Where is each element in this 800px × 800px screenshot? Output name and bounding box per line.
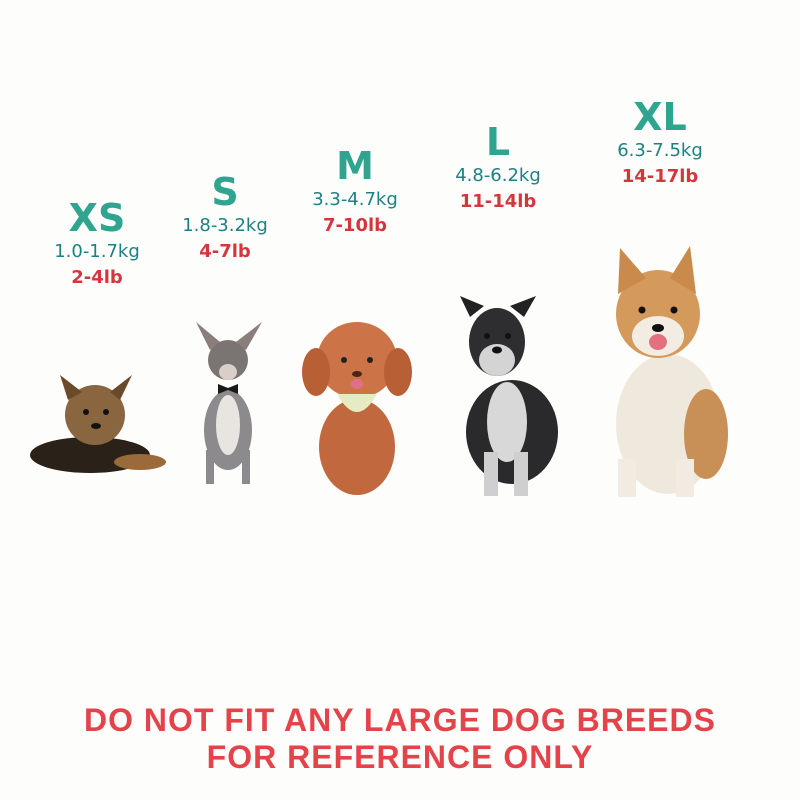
weight-lb: 7-10lb — [322, 215, 388, 236]
size-label: XL — [633, 95, 687, 139]
fit-notice: DO NOT FIT ANY LARGE DOG BREEDS FOR REFE… — [0, 702, 800, 776]
poodle-dog-image — [302, 322, 412, 495]
shiba-inu-dog-image — [616, 246, 728, 497]
weight-lb: 2-4lb — [71, 267, 123, 288]
size-m: M 3.3-4.7kg 7-10lb — [265, 145, 445, 239]
size-xs: XS 1.0-1.7kg 2-4lb — [7, 197, 187, 291]
weight-lb: 14-17lb — [621, 166, 699, 187]
yorkie-dog-image — [30, 375, 166, 473]
notice-line-2: FOR REFERENCE ONLY — [206, 739, 594, 775]
weight-kg: 1.8-3.2kg — [182, 215, 268, 236]
schnauzer-dog-image — [460, 296, 558, 496]
weight-lb: 11-14lb — [459, 191, 537, 212]
size-xl: XL 6.3-7.5kg 14-17lb — [570, 96, 750, 190]
size-label: M — [336, 144, 374, 188]
weight-kg: 6.3-7.5kg — [617, 140, 703, 161]
size-label: XS — [68, 196, 126, 240]
size-s: S 1.8-3.2kg 4-7lb — [135, 171, 315, 265]
size-label: L — [485, 120, 511, 164]
weight-kg: 3.3-4.7kg — [312, 189, 398, 210]
size-l: L 4.8-6.2kg 11-14lb — [408, 121, 588, 215]
size-label: S — [211, 170, 239, 214]
weight-kg: 4.8-6.2kg — [455, 165, 541, 186]
weight-kg: 1.0-1.7kg — [54, 241, 140, 262]
weight-lb: 4-7lb — [199, 241, 251, 262]
notice-line-1: DO NOT FIT ANY LARGE DOG BREEDS — [84, 702, 716, 738]
chihuahua-dog-image — [196, 322, 262, 484]
